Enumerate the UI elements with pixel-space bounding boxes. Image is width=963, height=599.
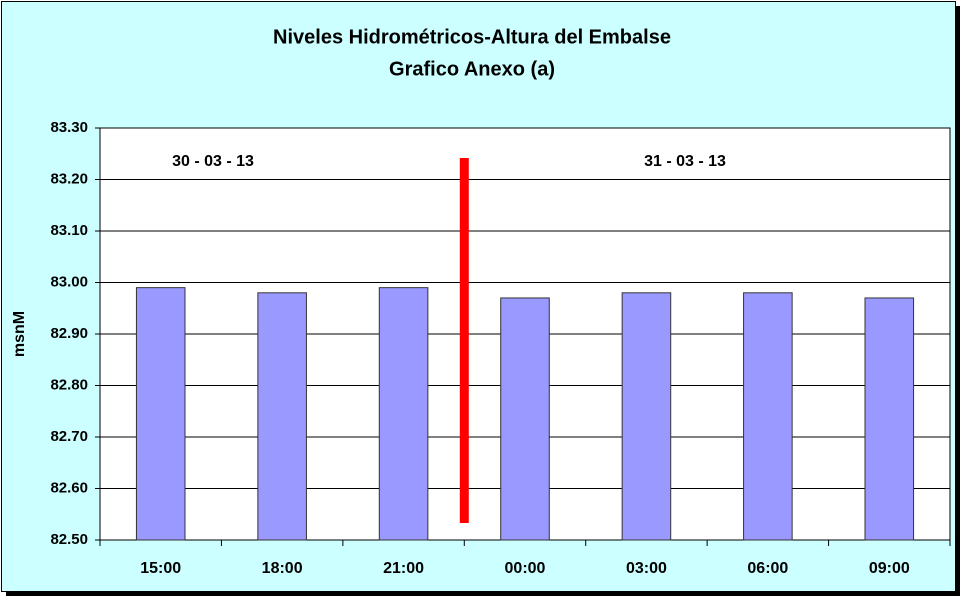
y-tick-label: 82.70: [50, 428, 88, 445]
y-tick-label: 82.60: [50, 479, 88, 496]
y-tick-label: 82.90: [50, 325, 88, 342]
annotation: 31 - 03 - 13: [644, 153, 726, 170]
y-axis-label: msnM: [11, 311, 28, 357]
bar: [500, 297, 550, 541]
bar: [257, 292, 307, 541]
bar: [135, 287, 186, 541]
bar: [864, 297, 915, 541]
chart-title: Niveles Hidrométricos-Altura del Embalse: [273, 26, 671, 48]
bar: [743, 292, 793, 541]
y-tick-label: 83.00: [50, 273, 88, 290]
chart-subtitle: Grafico Anexo (a): [389, 58, 555, 80]
x-tick-label: 06:00: [747, 560, 788, 577]
x-tick-label: 18:00: [262, 560, 303, 577]
y-tick-label: 82.80: [50, 376, 88, 393]
y-tick-label: 83.10: [50, 222, 88, 239]
y-tick-label: 83.20: [50, 170, 88, 187]
x-tick-label: 09:00: [869, 560, 910, 577]
x-tick-label: 21:00: [383, 560, 424, 577]
bar: [378, 287, 429, 541]
y-tick-label: 83.30: [50, 119, 88, 136]
x-tick-label: 15:00: [140, 560, 181, 577]
y-tick-label: 82.50: [50, 531, 88, 548]
date-separator: [459, 158, 469, 523]
annotation: 30 - 03 - 13: [172, 153, 254, 170]
x-tick-label: 00:00: [505, 560, 546, 577]
bar: [621, 292, 672, 541]
x-tick-label: 03:00: [626, 560, 667, 577]
